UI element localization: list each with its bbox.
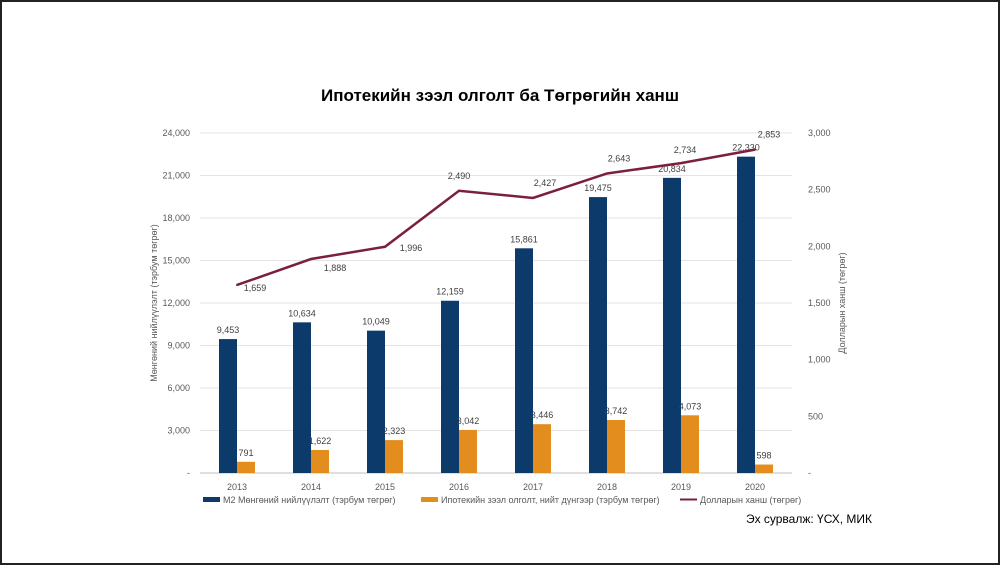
line-point [236, 283, 238, 286]
legend-swatch [421, 497, 438, 502]
bar-mortgage-label: 791 [238, 448, 253, 458]
y-tick-label: 6,000 [167, 383, 190, 393]
bar-m2 [663, 177, 681, 473]
bar-mortgage-label: 3,446 [531, 410, 554, 420]
line-point [458, 189, 460, 192]
bar-mortgage [311, 450, 329, 473]
y-tick-label: 12,000 [162, 298, 190, 308]
y-tick-label: 24,000 [162, 128, 190, 138]
x-tick-label: 2013 [227, 482, 247, 492]
bar-m2-label: 10,049 [362, 317, 390, 327]
line-label: 2,734 [674, 145, 697, 155]
line-label: 1,659 [244, 283, 267, 293]
y-axis-title: Мөнгөний нийлүүлэлт (тэрбум төгрөг) [149, 224, 159, 382]
bar-m2-label: 12,159 [436, 287, 464, 297]
line-point [532, 196, 534, 199]
bar-mortgage [237, 461, 255, 473]
legend-label: М2 Мөнгөний нийлүүлэлт (тэрбум төгрөг) [223, 495, 396, 505]
bar-m2-label: 19,475 [584, 183, 612, 193]
bar-m2-label: 15,861 [510, 234, 538, 244]
x-tick-label: 2019 [671, 482, 691, 492]
y2-tick-label: - [808, 468, 811, 478]
y-tick-label: 3,000 [167, 426, 190, 436]
y-tick-label: - [187, 468, 190, 478]
source-note: Эх сурвалж: ҮСХ, МИК [745, 512, 872, 526]
x-tick-label: 2015 [375, 482, 395, 492]
y-tick-label: 15,000 [162, 256, 190, 266]
bar-m2 [293, 322, 311, 473]
line-point [754, 148, 756, 151]
bar-m2 [441, 300, 459, 473]
x-tick-label: 2017 [523, 482, 543, 492]
bar-m2-label: 9,453 [217, 325, 240, 335]
bar-mortgage-label: 4,073 [679, 401, 702, 411]
y2-axis-title: Долларын ханш (төгрөг) [837, 252, 847, 353]
y-tick-label: 9,000 [167, 341, 190, 351]
bar-mortgage [533, 424, 551, 473]
line-point [310, 258, 312, 261]
bar-mortgage-label: 1,622 [309, 436, 332, 446]
bar-m2 [367, 330, 385, 473]
y2-tick-label: 1,000 [808, 355, 831, 365]
y2-tick-label: 2,000 [808, 241, 831, 251]
bar-m2 [219, 339, 237, 473]
bar-mortgage [385, 440, 403, 473]
bar-mortgage [755, 464, 773, 473]
bar-m2-label: 20,834 [658, 164, 686, 174]
x-tick-label: 2020 [745, 482, 765, 492]
legend-label: Ипотекийн зээл олголт, нийт дүнгээр (тэр… [441, 495, 660, 505]
y-tick-label: 18,000 [162, 213, 190, 223]
line-label: 2,490 [448, 171, 471, 181]
line-label: 2,643 [608, 153, 631, 163]
line-label: 2,427 [534, 178, 557, 188]
bar-mortgage [681, 415, 699, 473]
bar-mortgage-label: 598 [756, 451, 771, 461]
line-point [680, 162, 682, 165]
line-label: 1,996 [400, 243, 423, 253]
x-tick-label: 2018 [597, 482, 617, 492]
bar-mortgage-label: 3,742 [605, 406, 628, 416]
bar-mortgage [607, 419, 625, 473]
y2-tick-label: 500 [808, 411, 823, 421]
legend-swatch [203, 497, 220, 502]
y-tick-label: 21,000 [162, 171, 190, 181]
line-label: 2,853 [758, 130, 781, 140]
bar-m2-label: 10,634 [288, 308, 316, 318]
line-label: 1,888 [324, 263, 347, 273]
legend-label: Долларын ханш (төгрөг) [700, 495, 801, 505]
bar-m2 [589, 197, 607, 473]
bar-m2 [515, 248, 533, 473]
bar-mortgage-label: 2,323 [383, 426, 406, 436]
x-tick-label: 2014 [301, 482, 321, 492]
line-point [606, 172, 608, 175]
line-exchange-rate [236, 148, 756, 287]
y2-tick-label: 3,000 [808, 128, 831, 138]
y2-tick-label: 1,500 [808, 298, 831, 308]
line-point [384, 245, 386, 248]
bar-mortgage [459, 429, 477, 473]
x-tick-label: 2016 [449, 482, 469, 492]
y2-tick-label: 2,500 [808, 185, 831, 195]
bar-m2 [737, 156, 755, 474]
bar-m2-label: 22,330 [732, 143, 760, 153]
bar-mortgage-label: 3,042 [457, 416, 480, 426]
chart-title: Ипотекийн зээл олголт ба Төгрөгийн ханш [321, 86, 679, 105]
